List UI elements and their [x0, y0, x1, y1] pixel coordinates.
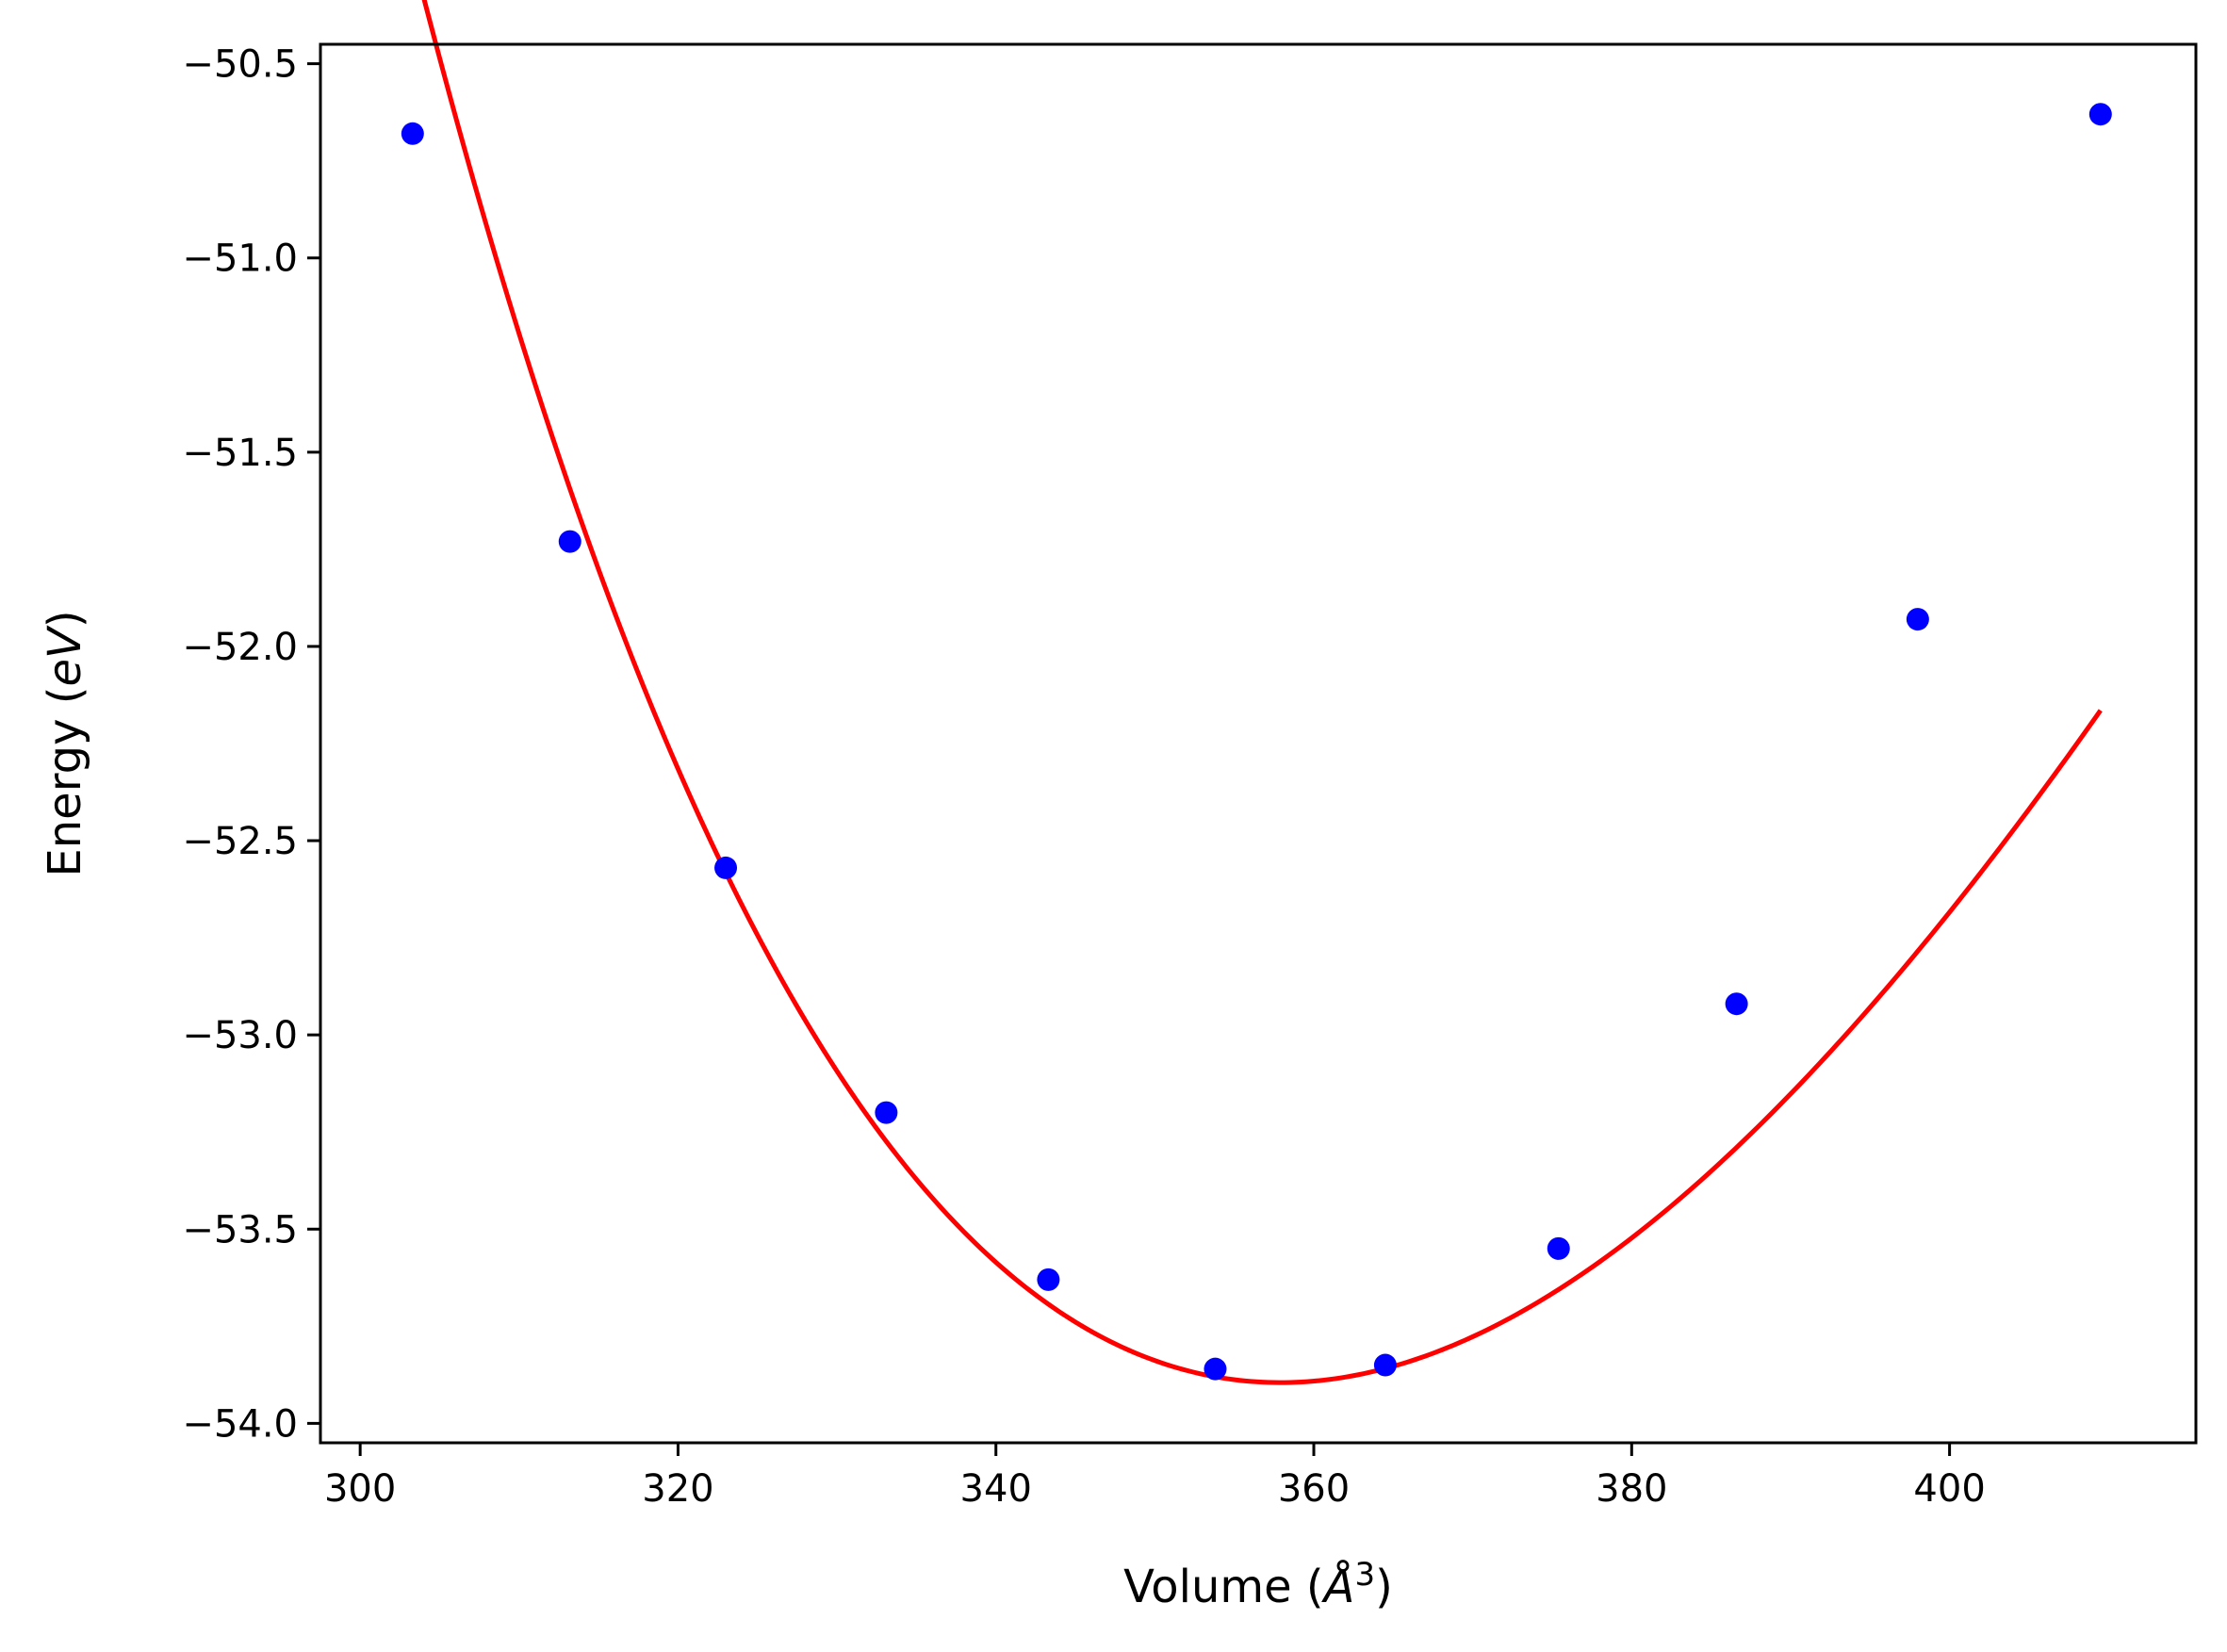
y-tick-label: −53.0: [182, 1014, 298, 1057]
x-axis-label: Volume (Å3): [1123, 1556, 1393, 1613]
x-tick-label: 380: [1596, 1467, 1667, 1511]
data-point: [1204, 1357, 1227, 1381]
x-tick-label: 340: [960, 1467, 1032, 1511]
data-point: [1373, 1353, 1397, 1377]
y-tick-label: −54.0: [182, 1402, 298, 1446]
x-tick-label: 300: [324, 1467, 396, 1511]
data-point: [1725, 992, 1748, 1016]
y-tick-label: −50.5: [182, 43, 298, 87]
x-axis: 300 320 340 360 380 400: [324, 1443, 1986, 1511]
y-axis-label: Energy (eV): [39, 610, 91, 876]
data-points-layer: [401, 103, 2112, 1381]
data-point: [401, 122, 424, 145]
data-point: [714, 856, 738, 879]
data-point: [558, 530, 581, 553]
data-point: [2088, 103, 2112, 126]
y-tick-label: −52.0: [182, 626, 298, 669]
y-tick-label: −51.0: [182, 237, 298, 281]
data-point: [1037, 1268, 1060, 1291]
plot-frame: [319, 42, 2198, 1445]
y-tick-label: −53.5: [182, 1208, 298, 1251]
fit-curve-layer: [421, 0, 2103, 1385]
x-tick-label: 400: [1913, 1467, 1985, 1511]
data-point: [875, 1101, 898, 1124]
data-point: [1906, 608, 1929, 631]
plot-area: [320, 44, 2196, 1443]
x-tick-label: 320: [642, 1467, 713, 1511]
y-tick-label: −52.5: [182, 820, 298, 863]
x-tick-label: 360: [1278, 1467, 1350, 1511]
fit-curve: [421, 0, 2103, 1385]
data-point: [1547, 1236, 1570, 1260]
y-axis: −54.0 −53.5 −53.0 −52.5 −52.0 −51.5 −51.0 −50.5: [182, 43, 320, 1446]
y-tick-label: −51.5: [182, 432, 298, 475]
